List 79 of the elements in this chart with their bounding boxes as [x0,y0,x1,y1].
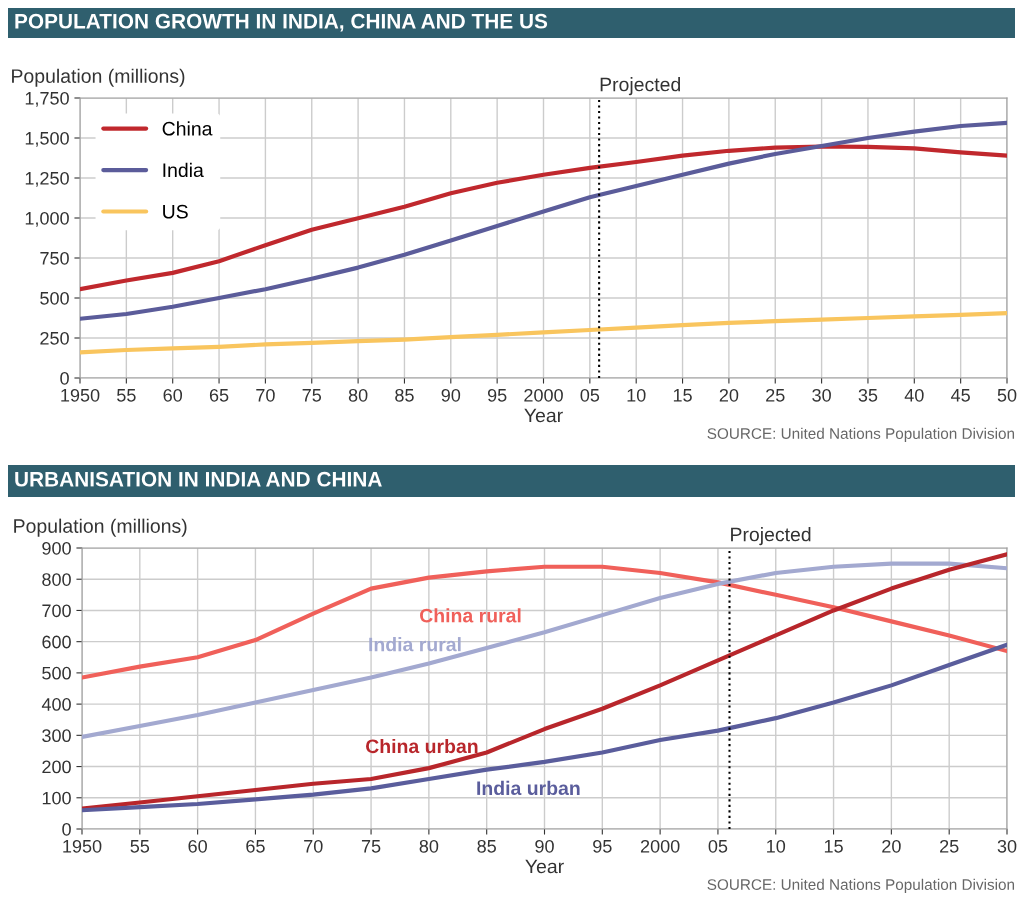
y-tick-label: 0 [62,822,71,836]
x-tick-label: 2000 [524,388,563,402]
x-tick-label: 15 [824,840,843,853]
y-tick-label: 1,250 [25,171,69,187]
x-tick-label: 05 [708,839,728,853]
y-tick-label: 300 [42,729,71,743]
y-tick-label: 600 [42,635,71,649]
x-tick-label: 95 [487,388,507,402]
x-tick-label: 45 [951,389,970,402]
y-tick-label: 0 [60,371,69,385]
x-tick-label: 65 [246,839,265,853]
x-tick-label: 85 [395,388,414,402]
x-tick-label: 70 [304,839,323,853]
y-tick-label: 200 [42,760,71,774]
x-tick-label: 75 [361,840,381,853]
y-tick-label: 900 [42,541,71,555]
x-tick-label: 15 [673,389,692,402]
x-tick-label: 20 [719,388,739,402]
y-tick-label: 1,000 [25,211,69,227]
legend-label: US [163,204,188,219]
x-tick-label: 85 [477,839,496,853]
x-tick-label: 30 [812,388,831,402]
x-tick-label: 05 [580,388,600,402]
x-tick-label: 75 [302,389,322,402]
x-tick-label: 95 [593,839,612,853]
x-axis-title: Year [524,408,563,423]
x-tick-label: 50 [997,388,1017,402]
x-tick-label: 80 [348,388,368,402]
legend-label: India [163,162,204,178]
y-tick-label: 800 [42,573,71,586]
y-tick-label: 750 [40,251,69,265]
chart-title: URBANISATION IN INDIA AND CHINA [15,471,382,487]
x-tick-label: 55 [117,389,136,402]
y-tick-label: 400 [41,698,71,711]
x-tick-label: 10 [627,388,646,402]
line-series [80,144,1007,292]
line-series [82,552,1007,811]
legend-label: China [162,121,213,136]
line-series [82,564,1007,680]
source-note: SOURCE: United Nations Population Division [707,427,1015,442]
x-tick-label: 40 [904,388,924,402]
y-tick-label: 500 [42,666,71,680]
x-tick-label: 90 [441,388,461,402]
x-tick-label: 1950 [61,388,100,402]
x-tick-label: 2000 [640,839,680,853]
line-series [80,311,1007,355]
y-tick-label: 1,500 [25,131,69,147]
x-tick-label: 10 [767,839,786,853]
x-tick-label: 60 [163,388,183,402]
x-tick-label: 80 [419,839,439,853]
x-tick-label: 25 [940,839,959,853]
series-label: China urban [366,738,478,754]
series-label: India rural [369,637,461,652]
y-tick-label: 100 [42,791,71,805]
series-label: China rural [420,608,521,623]
x-tick-label: 20 [882,839,901,853]
y-axis-title: Population (millions) [14,518,187,537]
ref-line-label: Projected [600,77,681,96]
series-label: India urban [477,780,580,796]
chart-title: POPULATION GROWTH IN INDIA, CHINA AND THE US [15,13,548,32]
y-tick-label: 500 [40,291,69,305]
source-note: SOURCE: United Nations Population Division [707,878,1015,893]
y-tick-label: 1,750 [25,91,69,107]
y-tick-label: 700 [42,604,71,618]
line-series [80,120,1007,321]
y-tick-label: 250 [40,331,69,345]
x-axis-title: Year [525,859,564,874]
ref-line-label: Projected [731,527,811,546]
x-tick-label: 65 [209,388,229,402]
x-tick-label: 90 [535,839,554,853]
x-tick-label: 1950 [63,839,102,853]
x-tick-label: 55 [130,840,150,853]
x-tick-label: 25 [766,388,785,402]
x-tick-label: 60 [188,839,207,853]
x-tick-label: 35 [858,388,878,402]
line-series [82,561,1007,739]
x-tick-label: 30 [997,839,1017,853]
y-axis-title: Population (millions) [12,68,185,87]
x-tick-label: 70 [256,388,275,402]
